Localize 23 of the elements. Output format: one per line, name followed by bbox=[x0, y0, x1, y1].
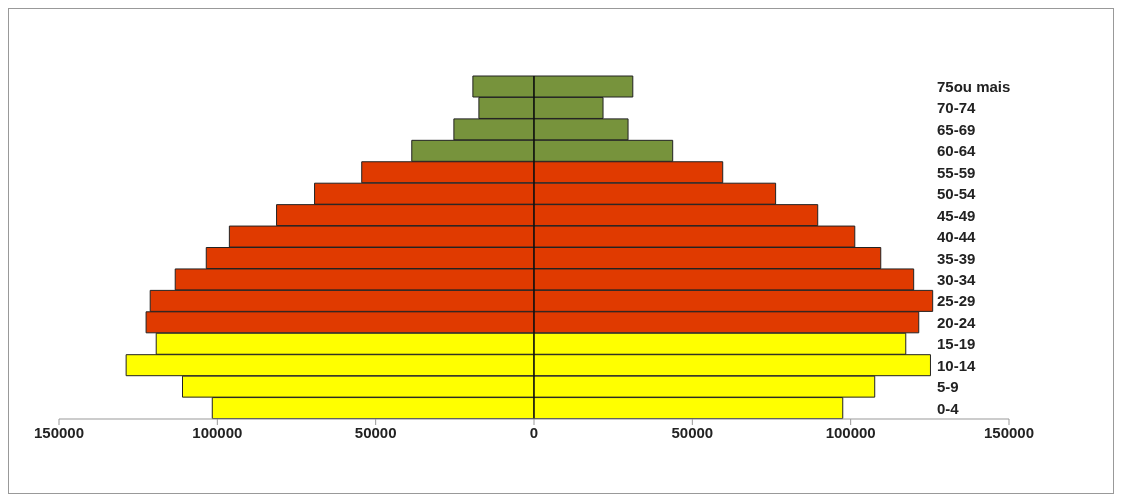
y-tick-label: 5-9 bbox=[937, 378, 959, 396]
x-tick-label: 0 bbox=[529, 423, 539, 441]
x-tick-label: 100000 bbox=[825, 423, 876, 441]
x-tick-label: 100000 bbox=[192, 423, 243, 441]
y-tick-label: 35-39 bbox=[937, 249, 976, 267]
y-tick-label: 20-24 bbox=[937, 313, 977, 331]
y-tick-label: 65-69 bbox=[937, 120, 976, 138]
y-tick-label: 60-64 bbox=[937, 142, 977, 160]
y-tick-label: 0-4 bbox=[937, 399, 960, 417]
y-tick-label: 70-74 bbox=[937, 99, 977, 117]
x-tick-label: 150000 bbox=[33, 423, 85, 441]
y-tick-label: 30-34 bbox=[937, 270, 977, 288]
x-tick-label: 50000 bbox=[671, 423, 714, 441]
x-tick-label: 150000 bbox=[983, 423, 1035, 441]
y-tick-label: 45-49 bbox=[937, 206, 976, 224]
y-tick-label: 50-54 bbox=[937, 185, 977, 203]
y-tick-label: 15-19 bbox=[937, 335, 976, 353]
y-tick-label: 10-14 bbox=[937, 356, 977, 374]
y-tick-label: 75ou mais bbox=[937, 78, 1011, 96]
x-tick-label: 50000 bbox=[354, 423, 397, 441]
y-tick-label: 25-29 bbox=[937, 292, 976, 310]
y-tick-label: 55-59 bbox=[937, 163, 976, 181]
y-tick-label: 40-44 bbox=[937, 228, 977, 246]
